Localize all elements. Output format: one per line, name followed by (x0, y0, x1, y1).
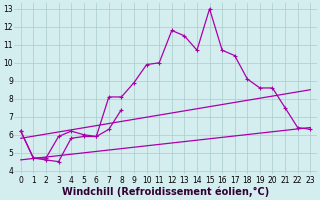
X-axis label: Windchill (Refroidissement éolien,°C): Windchill (Refroidissement éolien,°C) (62, 186, 269, 197)
